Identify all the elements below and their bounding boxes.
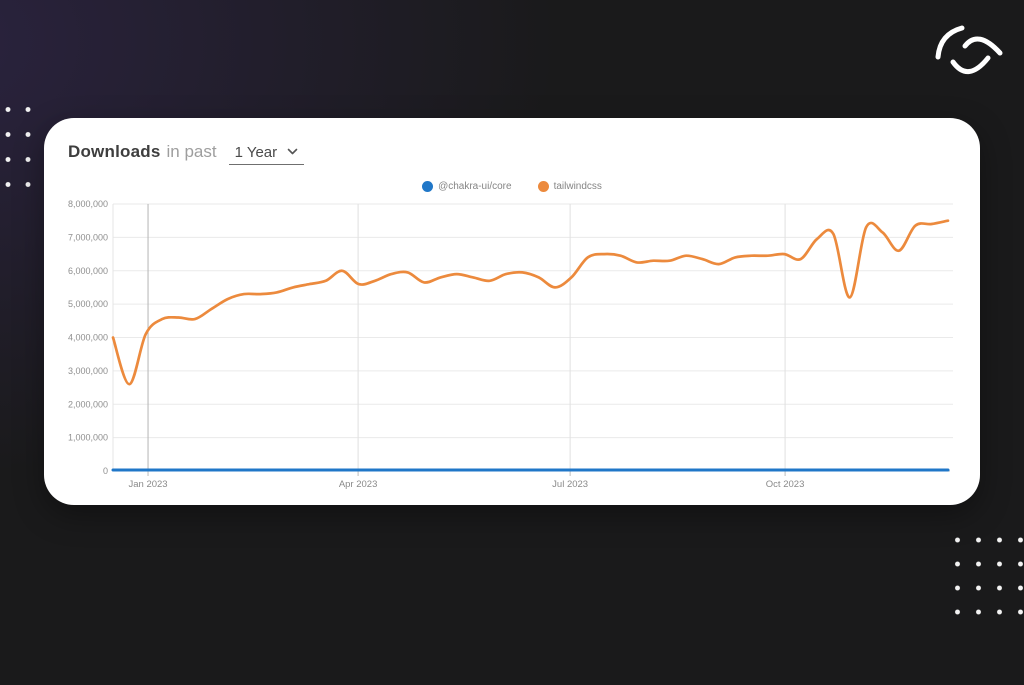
y-axis-tick-label: 8,000,000	[68, 199, 108, 209]
legend-swatch-chakra-icon	[422, 181, 434, 192]
brand-logo-swirl-icon	[935, 25, 1003, 74]
y-axis-tick-label: 6,000,000	[68, 266, 108, 276]
x-axis-tick-label: Apr 2023	[339, 479, 378, 490]
time-range-select[interactable]: 1 Year	[228, 144, 304, 165]
legend-label-tailwind: tailwindcss	[553, 181, 602, 192]
y-axis-tick-label: 3,000,000	[68, 366, 108, 376]
y-axis-tick-label: 7,000,000	[68, 232, 108, 242]
legend-swatch-tailwind-icon	[537, 181, 549, 192]
chart-area: 0 1,000,000 2,000,000 3,000,000 4,000,000 5,0…	[44, 198, 980, 498]
y-axis-tick-label: 1,000,000	[68, 433, 108, 443]
legend-item-tailwindcss[interactable]: tailwindcss	[537, 181, 602, 192]
y-axis-tick-label: 5,000,000	[68, 299, 108, 309]
y-axis-tick-label: 0	[103, 466, 108, 476]
downloads-card: Downloads in past 1 Year @chakra-ui/core…	[44, 118, 980, 505]
page-title: Downloads	[68, 142, 161, 161]
legend-label-chakra: @chakra-ui/core	[438, 181, 512, 192]
dot-pattern-right-icon	[947, 528, 1024, 624]
x-axis-tick-label: Jan 2023	[128, 479, 167, 490]
y-axis-tick-label: 2,000,000	[68, 399, 108, 409]
x-axis-tick-label: Jul 2023	[552, 479, 588, 490]
series-line-tailwindcss	[111, 219, 950, 386]
page-subtitle: in past	[166, 142, 217, 161]
downloads-line-chart: 0 1,000,000 2,000,000 3,000,000 4,000,000 5,0…	[68, 199, 953, 490]
dot-pattern-left-icon	[0, 97, 38, 197]
time-range-select-wrap: 1 Year	[228, 142, 304, 165]
legend-item-chakra-ui-core[interactable]: @chakra-ui/core	[422, 181, 512, 192]
y-axis-tick-label: 4,000,000	[68, 333, 108, 343]
card-header: Downloads in past 1 Year	[68, 142, 304, 165]
x-axis-tick-label: Oct 2023	[766, 479, 805, 490]
chart-legend: @chakra-ui/core tailwindcss	[44, 181, 980, 192]
